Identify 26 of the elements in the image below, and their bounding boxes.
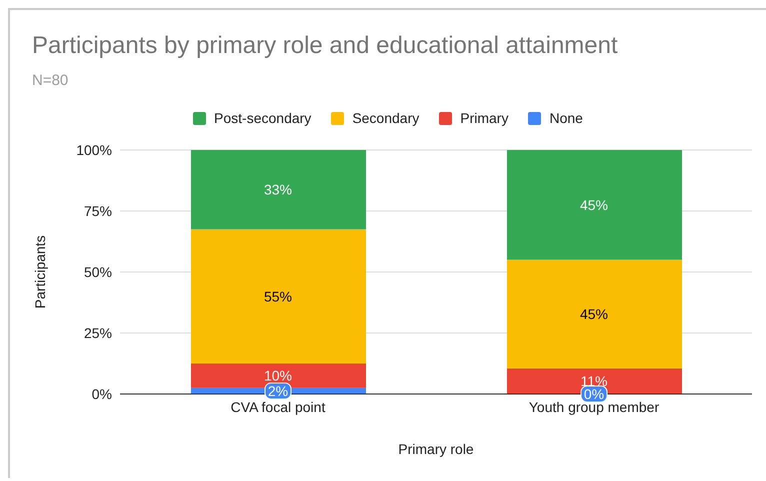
- x-tick-label: CVA focal point: [230, 398, 326, 415]
- data-label: 0%: [584, 386, 604, 402]
- chart-subtitle: N=80: [32, 72, 68, 89]
- bar: [507, 260, 682, 368]
- bar: [507, 150, 682, 260]
- bar: [191, 229, 366, 364]
- y-tick-label: 100%: [76, 142, 112, 158]
- legend-label: Secondary: [352, 110, 420, 126]
- data-label: 45%: [580, 196, 608, 213]
- data-label: 33%: [264, 182, 292, 198]
- data-label: 10%: [264, 368, 292, 384]
- x-axis-title: Primary role: [398, 441, 474, 457]
- y-tick-label: 25%: [84, 324, 112, 341]
- data-label: 55%: [264, 288, 292, 304]
- data-label: 2%: [268, 382, 288, 399]
- y-tick-label: 50%: [84, 264, 112, 280]
- chart-title: Participants by primary role and educational attainment: [32, 32, 618, 60]
- bar: [191, 364, 366, 388]
- legend-label: Primary: [460, 110, 508, 126]
- y-tick-label: 75%: [84, 202, 112, 219]
- data-label: 45%: [580, 306, 608, 322]
- y-axis-title: Participants: [32, 235, 48, 309]
- legend-label: Post-secondary: [214, 110, 312, 126]
- y-tick-label: 0%: [92, 386, 112, 402]
- legend-label: None: [549, 110, 583, 126]
- bar: [191, 150, 366, 230]
